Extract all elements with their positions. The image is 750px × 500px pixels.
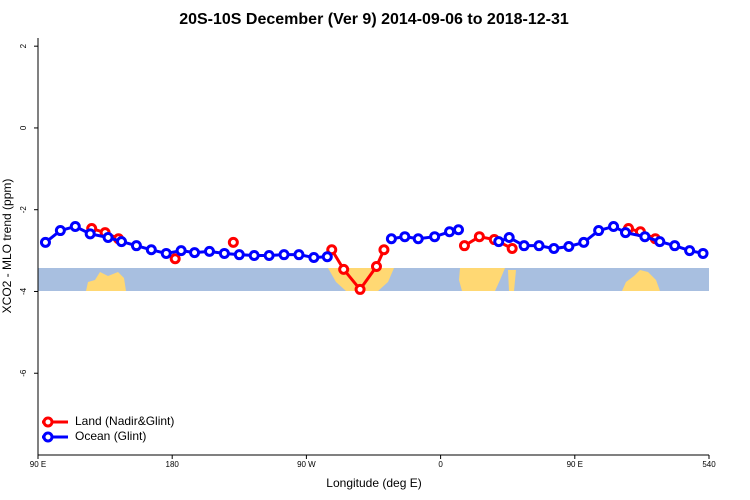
data-point xyxy=(278,249,290,261)
data-point xyxy=(248,249,260,261)
data-point xyxy=(160,247,172,259)
data-point xyxy=(444,226,456,238)
surface-band xyxy=(38,268,709,291)
data-point xyxy=(654,236,666,248)
data-point xyxy=(130,240,142,252)
data-point xyxy=(385,233,397,245)
data-point xyxy=(608,220,620,232)
data-point xyxy=(684,245,696,257)
data-point xyxy=(175,245,187,257)
x-tick-label: 180 xyxy=(166,460,180,469)
data-point xyxy=(308,252,320,264)
data-point xyxy=(378,244,390,256)
data-point xyxy=(503,232,515,244)
data-point xyxy=(69,220,81,232)
data-point xyxy=(429,231,441,243)
data-point xyxy=(102,232,114,244)
data-point xyxy=(39,236,51,248)
data-point xyxy=(548,243,560,255)
data-point xyxy=(218,247,230,259)
legend-label: Ocean (Glint) xyxy=(75,429,146,443)
legend-label: Land (Nadir&Glint) xyxy=(75,414,174,428)
data-point xyxy=(452,224,464,236)
land-area xyxy=(508,270,516,291)
data-point xyxy=(54,225,66,237)
data-point xyxy=(354,283,366,295)
land-area xyxy=(459,268,505,291)
land-area xyxy=(622,270,660,291)
x-tick-label: 90 E xyxy=(567,460,583,469)
y-axis-label: XCO2 - MLO trend (ppm) xyxy=(0,179,14,314)
data-point xyxy=(233,249,245,261)
data-point xyxy=(189,247,201,259)
data-point xyxy=(412,233,424,245)
data-point xyxy=(518,240,530,252)
y-tick-label: 2 xyxy=(19,43,28,48)
data-point xyxy=(639,231,651,243)
land-area xyxy=(86,272,126,291)
x-tick-label: 0 xyxy=(438,460,443,469)
data-point xyxy=(458,240,470,252)
data-point xyxy=(321,251,333,263)
y-tick-label: -2 xyxy=(19,206,28,214)
y-tick-label: -6 xyxy=(19,369,28,377)
data-point xyxy=(593,225,605,237)
data-point xyxy=(578,236,590,248)
legend-marker xyxy=(42,431,54,443)
data-point xyxy=(116,236,128,248)
data-point xyxy=(399,231,411,243)
x-tick-label: 90 E xyxy=(30,460,46,469)
data-point xyxy=(493,236,505,248)
data-point xyxy=(563,241,575,252)
x-tick-label: 540 xyxy=(702,460,716,469)
data-point xyxy=(293,249,305,261)
data-point xyxy=(84,228,96,240)
data-point xyxy=(533,240,545,252)
data-point xyxy=(506,243,518,255)
data-point xyxy=(338,263,350,275)
x-axis-label: Longitude (deg E) xyxy=(326,476,421,490)
data-point xyxy=(145,244,157,256)
data-point xyxy=(169,253,181,265)
y-tick-label: -4 xyxy=(19,287,28,295)
data-point xyxy=(619,227,631,239)
data-point xyxy=(473,231,485,243)
chart-title: 20S-10S December (Ver 9) 2014-09-06 to 2… xyxy=(179,11,569,28)
data-point xyxy=(669,240,681,252)
data-point xyxy=(370,261,382,273)
data-point xyxy=(263,249,275,261)
legend-marker xyxy=(42,416,54,428)
data-point xyxy=(697,247,709,259)
data-point xyxy=(227,236,239,248)
data-point xyxy=(203,245,215,257)
x-tick-label: 90 W xyxy=(297,460,316,469)
y-tick-label: 0 xyxy=(19,125,28,130)
